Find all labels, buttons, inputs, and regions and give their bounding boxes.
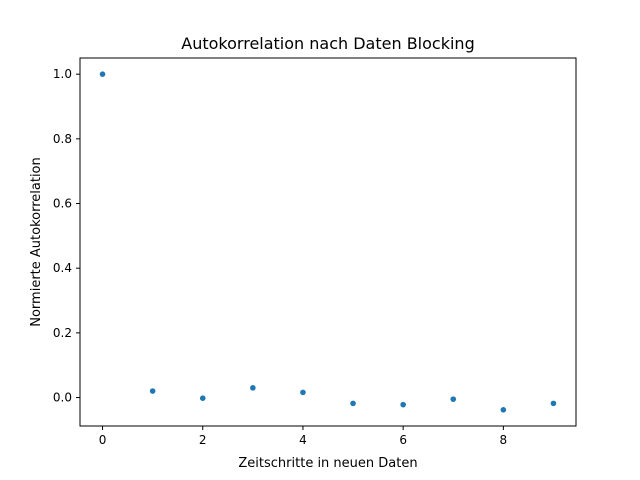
y-tick-label: 1.0 (53, 67, 72, 81)
x-tick-label: 0 (99, 433, 107, 447)
x-tick-label: 6 (399, 433, 407, 447)
y-tick-label: 0.8 (53, 132, 72, 146)
data-point (500, 407, 507, 413)
data-point (450, 396, 457, 402)
y-tick-label: 0.0 (53, 391, 72, 405)
axis-ticks: 0 2 4 6 8 0.0 0.2 0.4 0.6 0.8 1.0 (53, 67, 507, 447)
chart-title: Autokorrelation nach Daten Blocking (181, 34, 474, 53)
data-point (350, 400, 356, 407)
x-tick-label: 2 (199, 433, 207, 447)
y-tick-label: 0.4 (53, 261, 72, 275)
data-point (199, 395, 206, 401)
data-point (550, 400, 557, 407)
data-points (99, 71, 557, 413)
data-point (99, 71, 106, 77)
data-point (400, 401, 406, 408)
x-axis-label: Zeitschritte in neuen Daten (238, 456, 417, 471)
y-axis-label: Normierte Autokorrelation (29, 157, 44, 327)
data-point (300, 389, 306, 396)
y-tick-label: 0.6 (53, 197, 72, 211)
data-point (149, 388, 156, 394)
x-tick-label: 4 (299, 433, 307, 447)
data-point (250, 385, 256, 391)
x-tick-label: 8 (500, 433, 508, 447)
y-tick-label: 0.2 (53, 326, 72, 340)
plot-frame (79, 57, 577, 427)
